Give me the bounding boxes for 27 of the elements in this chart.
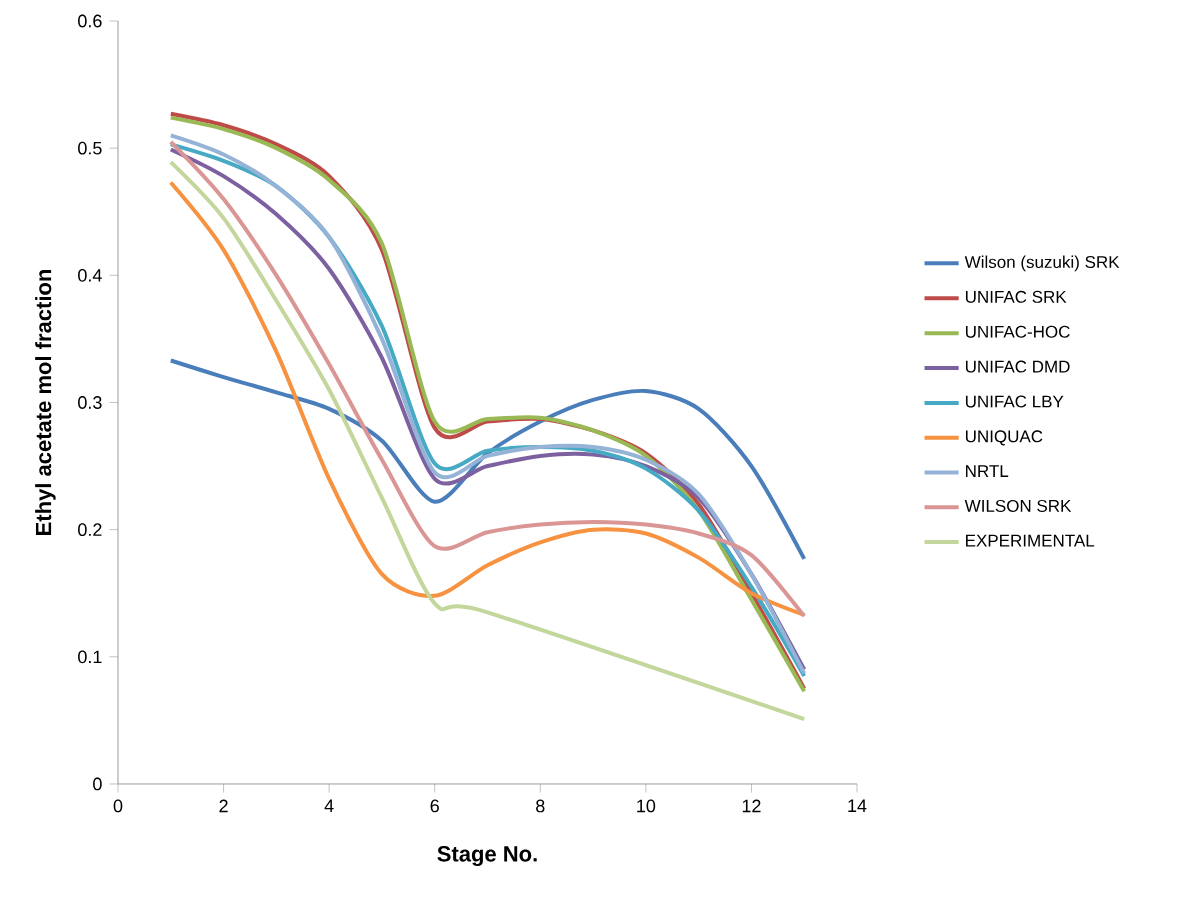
y-tick-label: 0.1	[78, 650, 102, 664]
legend-label: NRTL	[966, 465, 1009, 477]
y-tick-label: 0.6	[78, 14, 102, 28]
legend-label: UNIFAC-HOC	[965, 325, 1070, 338]
y-tick-label: 0.2	[78, 523, 102, 537]
legend-label: UNIFAC SRK	[965, 290, 1067, 303]
legend-label: WILSON SRK	[964, 499, 1072, 512]
x-tick-label: 4	[324, 799, 334, 812]
y-tick-label: 0.3	[78, 396, 102, 409]
x-tick-label: 10	[637, 799, 656, 813]
y-tick-label: 0.5	[78, 141, 102, 155]
legend-label: Wilson (suzuki) SRK	[964, 255, 1120, 272]
legend-label: UNIQUAC	[965, 430, 1043, 446]
y-tick-label: 0.4	[78, 268, 102, 282]
legend-label: UNIFAC DMD	[965, 360, 1070, 373]
x-tick-label: 2	[219, 799, 228, 813]
x-tick-label: 8	[536, 799, 545, 813]
x-tick-label: 14	[848, 799, 867, 812]
legend-label: UNIFAC LBY	[965, 395, 1064, 408]
legend-label: EXPERIMENTAL	[966, 534, 1095, 547]
x-tick-label: 6	[430, 799, 439, 813]
line-series	[168, 358, 807, 561]
x-tick-label: 12	[742, 799, 761, 813]
x-axis-title: Stage No.	[437, 846, 537, 867]
y-tick-label: 0	[93, 777, 102, 791]
y-axis-title: Ethyl acetate mol fraction	[35, 270, 56, 535]
x-tick-label: 0	[113, 799, 123, 813]
